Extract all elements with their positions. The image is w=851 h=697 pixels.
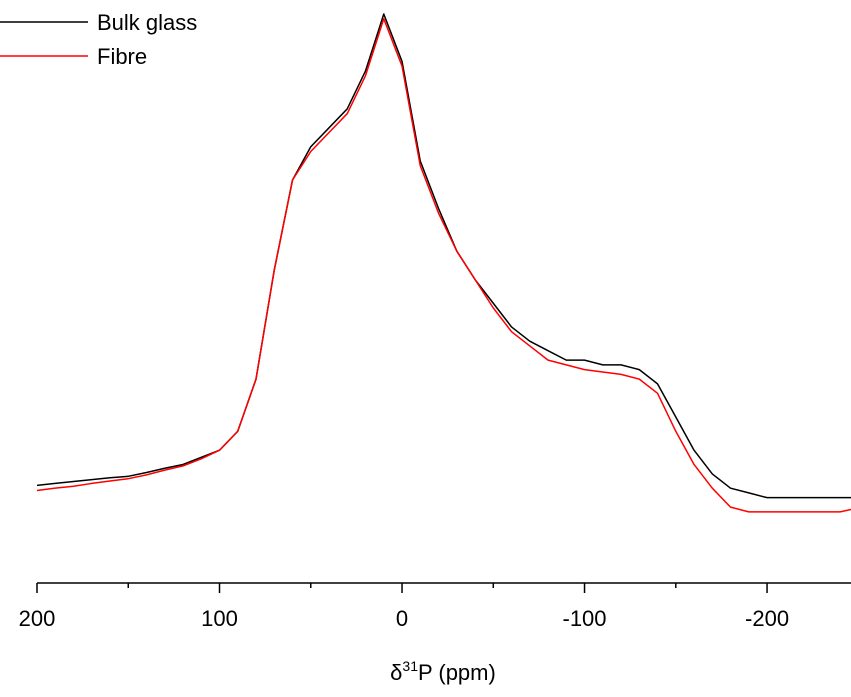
x-label-symbol: δ — [390, 660, 402, 685]
x-label-text: P (ppm) — [418, 660, 496, 685]
x-tick-label: -100 — [563, 606, 607, 631]
x-axis-label: δ31P (ppm) — [390, 658, 496, 685]
legend-label: Bulk glass — [97, 10, 197, 35]
legend-label: Fibre — [97, 44, 147, 69]
x-tick-label: 200 — [19, 606, 56, 631]
x-tick-label: -200 — [745, 606, 789, 631]
x-tick-label: 100 — [201, 606, 238, 631]
x-label-superscript: 31 — [402, 658, 418, 674]
x-tick-label: 0 — [396, 606, 408, 631]
series-line — [36, 13, 851, 499]
series-line — [36, 17, 851, 513]
